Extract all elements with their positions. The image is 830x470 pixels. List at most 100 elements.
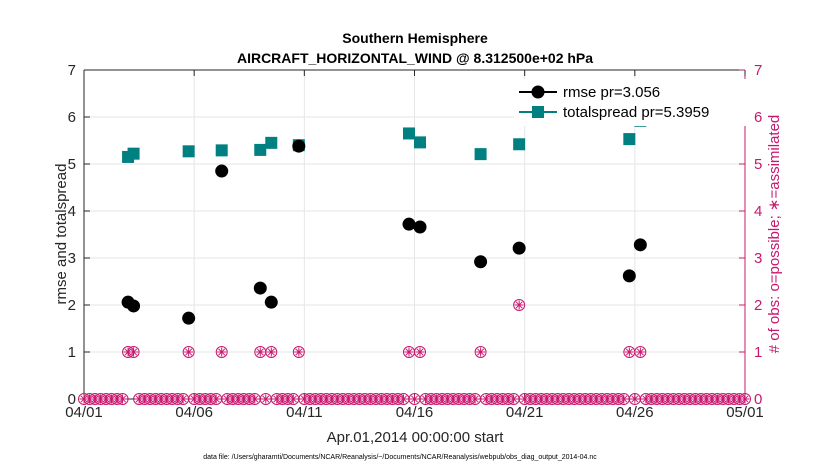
asterisk-stroke xyxy=(554,395,562,403)
obs-assimilated-point xyxy=(492,394,502,404)
asterisk-stroke xyxy=(647,395,655,403)
asterisk-stroke xyxy=(526,395,534,403)
asterisk-stroke xyxy=(190,395,198,403)
totalspread-point xyxy=(254,143,267,156)
obs-possible-point xyxy=(474,346,487,358)
asterisk-stroke xyxy=(686,395,694,403)
y-axis-label: rmse and totalspread xyxy=(53,164,70,305)
asterisk-stroke xyxy=(416,348,424,356)
asterisk-stroke xyxy=(482,395,490,403)
y2-tick-label: 6 xyxy=(754,109,762,126)
obs-assimilated-point xyxy=(288,394,298,404)
asterisk-stroke xyxy=(185,348,193,356)
legend-rmse-label: rmse pr=3.056 xyxy=(563,84,660,101)
obs-assimilated-point xyxy=(619,394,629,404)
obs-assimilated-point xyxy=(261,394,271,404)
obs-assimilated-point xyxy=(294,347,304,357)
asterisk-stroke xyxy=(493,395,501,403)
asterisk-stroke xyxy=(499,395,507,403)
obs-assimilated-point xyxy=(509,394,519,404)
asterisk-stroke xyxy=(135,395,143,403)
obs-assimilated-point xyxy=(674,394,684,404)
asterisk-stroke xyxy=(570,395,578,403)
obs-assimilated-point xyxy=(195,394,205,404)
asterisk-stroke xyxy=(614,395,622,403)
asterisk-stroke xyxy=(179,395,187,403)
asterisk-stroke xyxy=(537,395,545,403)
totalspread-point xyxy=(215,144,228,157)
obs-assimilated-point xyxy=(107,394,117,404)
obs-assimilated-point xyxy=(145,394,155,404)
asterisk-stroke xyxy=(85,395,94,403)
x-tick-label: 04/11 xyxy=(286,404,322,421)
obs-assimilated-point xyxy=(476,347,486,357)
asterisk-stroke xyxy=(212,395,220,403)
obs-assimilated-point xyxy=(410,394,419,404)
asterisk-stroke xyxy=(108,395,116,403)
obs-assimilated-point xyxy=(635,347,645,357)
asterisk-stroke xyxy=(741,395,749,403)
obs-assimilated-point xyxy=(310,394,320,404)
asterisk-stroke xyxy=(410,395,419,403)
obs-assimilated-point xyxy=(118,394,128,404)
asterisk-stroke xyxy=(256,348,264,356)
obs-assimilated-point xyxy=(211,394,221,404)
y-tick-label: 7 xyxy=(68,62,76,79)
y-tick-label: 0 xyxy=(68,391,76,408)
obs-assimilated-point xyxy=(327,394,337,404)
asterisk-stroke xyxy=(548,395,556,403)
obs-assimilated-point xyxy=(217,347,227,357)
rmse-point xyxy=(215,164,229,178)
obs-assimilated-point xyxy=(96,394,106,404)
asterisk-stroke xyxy=(449,395,457,403)
asterisk-stroke xyxy=(113,395,121,403)
obs-possible-point xyxy=(215,346,228,358)
obs-possible-point xyxy=(634,346,647,358)
obs-assimilated-point xyxy=(178,394,188,404)
asterisk-stroke xyxy=(532,395,540,403)
asterisk-stroke xyxy=(317,395,325,403)
asterisk-stroke xyxy=(141,395,149,403)
asterisk-stroke xyxy=(658,395,666,403)
obs-possible-point xyxy=(292,346,305,358)
obs-assimilated-point xyxy=(255,347,265,357)
asterisk-stroke xyxy=(289,395,297,403)
asterisk-stroke xyxy=(653,395,661,403)
chart-subtitle: AIRCRAFT_HORIZONTAL_WIND @ 8.312500e+02 … xyxy=(237,50,593,66)
asterisk-stroke xyxy=(719,395,727,403)
obs-assimilated-point xyxy=(591,394,601,404)
asterisk-stroke xyxy=(735,395,744,403)
asterisk-stroke xyxy=(295,348,303,356)
asterisk-stroke xyxy=(680,395,688,403)
obs-assimilated-point xyxy=(454,394,464,404)
asterisk-stroke xyxy=(322,395,330,403)
obs-assimilated-point xyxy=(162,394,172,404)
asterisk-stroke xyxy=(223,395,231,403)
rmse-point xyxy=(292,139,306,153)
asterisk-stroke xyxy=(669,395,677,403)
asterisk-stroke xyxy=(438,395,446,403)
rmse-point xyxy=(512,241,526,255)
totalspread-point xyxy=(513,138,526,151)
y2-tick-label: 2 xyxy=(754,297,762,314)
x-tick-label: 04/06 xyxy=(175,404,213,421)
asterisk-stroke xyxy=(675,395,683,403)
asterisk-stroke xyxy=(466,395,474,403)
x-tick-label: 04/26 xyxy=(616,404,654,421)
obs-possible-point xyxy=(414,346,427,358)
obs-assimilated-point xyxy=(382,394,392,404)
asterisk-stroke xyxy=(284,395,292,403)
obs-assimilated-point xyxy=(415,347,425,357)
y-tick-label: 5 xyxy=(68,156,76,173)
obs-possible-point xyxy=(182,346,195,358)
y2-tick-label: 1 xyxy=(754,344,762,361)
asterisk-stroke xyxy=(421,395,430,403)
asterisk-stroke xyxy=(713,395,721,403)
obs-assimilated-point xyxy=(740,394,750,404)
asterisk-stroke xyxy=(444,395,452,403)
asterisk-stroke xyxy=(174,395,182,403)
asterisk-stroke xyxy=(642,395,650,403)
obs-assimilated-point xyxy=(398,394,408,404)
obs-assimilated-point xyxy=(470,394,480,404)
rmse-point xyxy=(182,311,196,325)
